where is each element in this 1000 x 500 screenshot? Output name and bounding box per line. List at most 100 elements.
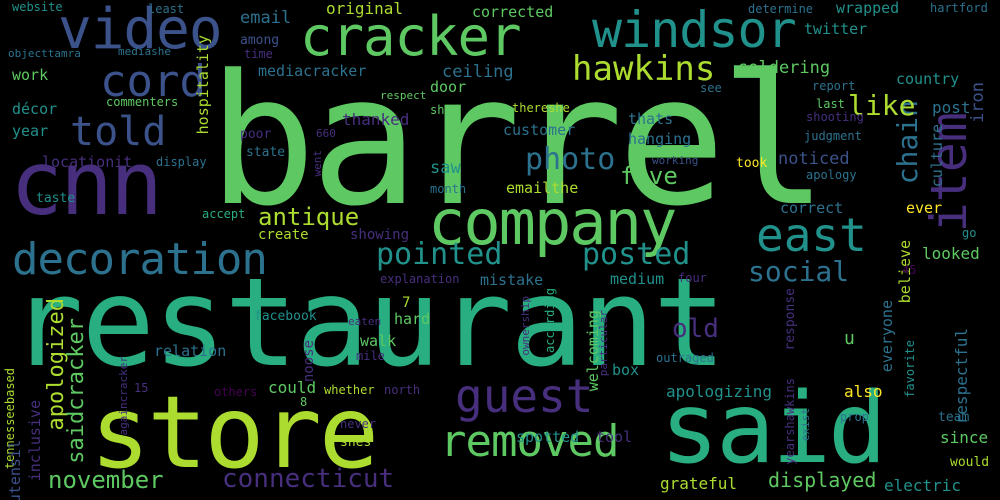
word-relation: relation: [154, 342, 227, 360]
word-barrel: barrel: [208, 37, 828, 246]
word-7: 7: [402, 295, 411, 311]
word-yearshawkins: yearshawkins: [783, 378, 797, 465]
word-shes: shes: [340, 435, 372, 450]
word-wrapped: wrapped: [836, 0, 900, 17]
word-grateful: grateful: [660, 474, 738, 493]
word-year: year: [12, 122, 49, 140]
word-see: see: [700, 81, 722, 95]
word-walk: walk: [360, 332, 397, 350]
word-hard: hard: [394, 310, 431, 328]
word-never: never: [340, 417, 377, 431]
word-apology: apology: [806, 168, 857, 182]
word-eaten: eaten: [348, 315, 382, 328]
word-website: website: [12, 0, 63, 14]
word-like: like: [848, 89, 916, 122]
word-looked: looked: [922, 244, 980, 263]
word-went: went: [311, 150, 324, 177]
word-explanation: explanation: [380, 272, 460, 286]
word-social: social: [748, 255, 850, 288]
word-noose: noose: [301, 340, 317, 383]
word-mile: mile: [356, 349, 385, 363]
word-45: 45: [902, 263, 917, 277]
word-displayed: displayed: [768, 468, 877, 492]
word-medium: medium: [610, 270, 665, 288]
word-east: east: [756, 208, 867, 262]
word-emailthe: emailthe: [506, 179, 579, 197]
word-respect: respect: [380, 89, 427, 102]
word-cord: cord: [100, 56, 206, 107]
word-againcracker: againcracker: [117, 356, 130, 436]
word-least: least: [148, 2, 185, 16]
word-judgment: judgment: [804, 129, 862, 143]
word-hospitality: hospitality: [194, 35, 212, 135]
word-commenters: commenters: [106, 95, 179, 109]
word-noticed: noticed: [778, 149, 850, 169]
word-u: u: [844, 328, 855, 349]
word-box: box: [612, 361, 640, 379]
word-particular: particular: [597, 310, 610, 377]
word-electric: electric: [884, 476, 962, 495]
word-said: said: [660, 372, 887, 486]
word-spotted: spotted: [516, 428, 580, 446]
word-whether: whether: [324, 383, 375, 397]
word-also: also: [844, 382, 883, 401]
word-mediacracker: mediacracker: [258, 62, 367, 80]
word-cracker: cracker: [300, 5, 522, 68]
word-favorite: favorite: [903, 340, 917, 398]
word-according: according: [543, 288, 557, 354]
word-mistake: mistake: [480, 271, 544, 289]
word-email: email: [240, 8, 292, 28]
word-twitter: twitter: [804, 20, 868, 38]
word-soldering: soldering: [738, 58, 831, 78]
word-connecticut: connecticut: [222, 464, 395, 494]
word-state: state: [246, 145, 286, 160]
word-team: team: [938, 410, 970, 425]
word-store: store: [90, 374, 379, 491]
word-report: report: [812, 79, 856, 93]
word-hanging: hanging: [628, 130, 692, 148]
word-pointed: pointed: [376, 237, 503, 272]
word-ceiling: ceiling: [442, 62, 514, 82]
word-working: working: [652, 154, 699, 167]
word-among: among: [240, 33, 280, 48]
word-windsor: windsor: [592, 1, 797, 59]
word-november: november: [48, 466, 164, 494]
word-corrected: corrected: [472, 3, 554, 21]
word-video: video: [58, 0, 223, 62]
word-display: display: [156, 155, 207, 169]
word-would: would: [950, 455, 990, 470]
word-inclusive: inclusive: [26, 400, 44, 482]
word-told: told: [70, 109, 167, 155]
word-door: door: [430, 78, 467, 96]
word-thereshe: thereshe: [512, 101, 570, 115]
word-since: since: [940, 428, 989, 447]
word-ownership: ownership: [519, 296, 532, 356]
word-five: five: [620, 162, 678, 190]
word-country: country: [896, 70, 960, 88]
word-utensil: utensil: [6, 440, 24, 500]
word-last: last: [816, 97, 845, 111]
word-hartford: hartford: [930, 1, 988, 15]
word-removed: removed: [440, 416, 619, 467]
word-decor: décor: [12, 100, 58, 118]
word-original: original: [326, 0, 404, 18]
word-mediashe: mediashe: [118, 45, 171, 58]
word-apologizing: apologizing: [666, 382, 772, 401]
word-time: time: [244, 47, 273, 61]
word-saw: saw: [430, 158, 461, 178]
word-saidcracker: saidcracker: [64, 318, 89, 464]
word-customer: customer: [503, 121, 576, 139]
word-taste: taste: [36, 191, 76, 206]
word-work: work: [12, 66, 49, 84]
word-shed: shed: [430, 103, 459, 117]
word-create: create: [258, 227, 309, 243]
word-hawkins: hawkins: [572, 49, 716, 89]
word-15: 15: [134, 381, 149, 395]
word-ever: ever: [906, 199, 943, 217]
word-thanked: thanked: [342, 110, 410, 129]
word-culture: culture: [928, 124, 946, 188]
word-tool: tool: [596, 428, 633, 446]
word-others: others: [214, 385, 258, 399]
word-660: 660: [316, 127, 336, 140]
